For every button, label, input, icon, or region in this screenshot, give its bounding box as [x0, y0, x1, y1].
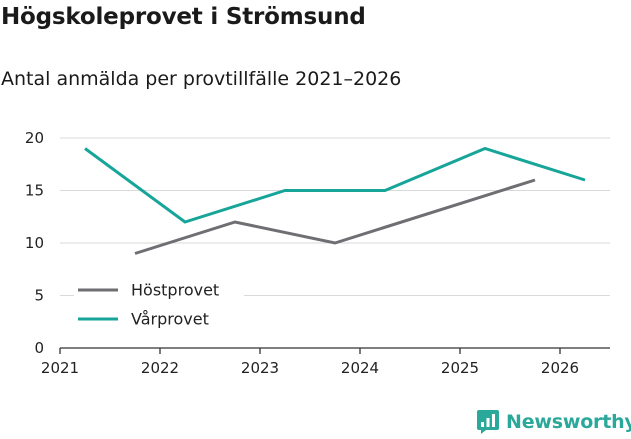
x-tick-label: 2022	[141, 359, 179, 377]
series-line-v-rprovet	[84, 146, 586, 224]
x-tick-label: 2024	[341, 359, 379, 377]
x-tick-label: 2023	[241, 359, 279, 377]
series-line-h-stprovet	[134, 178, 536, 255]
newsworthy-logo-icon	[477, 410, 499, 434]
legend-label: Vårprovet	[131, 310, 209, 329]
chart-subtitle: Antal anmälda per provtillfälle 2021–202…	[1, 68, 402, 90]
legend: Höstprovet Vårprovet	[74, 278, 244, 331]
y-tick-label: 20	[25, 129, 44, 147]
y-tick-label: 5	[34, 287, 44, 305]
brand-logo: Newsworthy	[476, 406, 631, 438]
axes: 0 5 10 15 20 2021 2022 2023 2024 2025 2026	[25, 129, 610, 377]
series-lines	[84, 146, 586, 255]
brand-name: Newsworthy	[506, 411, 631, 433]
chart-title: Högskoleprovet i Strömsund	[1, 4, 366, 30]
x-tick-label: 2026	[541, 359, 579, 377]
y-tick-label: 0	[34, 339, 44, 357]
legend-label: Höstprovet	[131, 281, 219, 300]
x-tick-label: 2025	[441, 359, 479, 377]
y-tick-label: 15	[25, 182, 44, 200]
y-tick-label: 10	[25, 234, 44, 252]
x-tick-label: 2021	[41, 359, 79, 377]
